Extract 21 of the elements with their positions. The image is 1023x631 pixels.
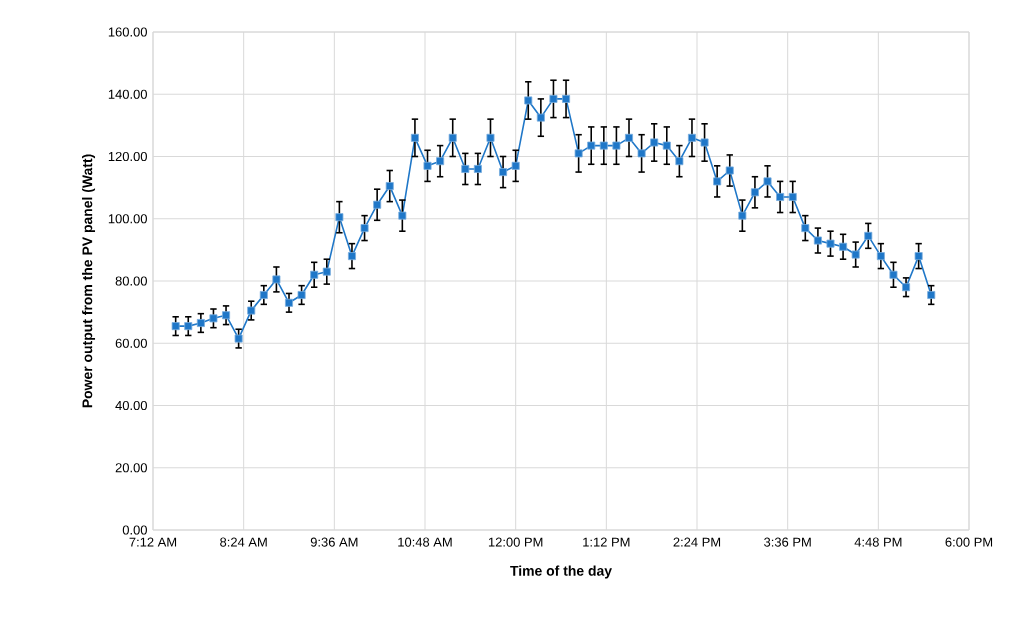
x-axis-title: Time of the day bbox=[510, 565, 612, 579]
x-tick-label: 4:48 PM bbox=[854, 537, 902, 547]
y-tick-label: 0.00 bbox=[122, 525, 147, 535]
y-tick-label: 120.00 bbox=[108, 151, 147, 162]
x-tick-label: 10:48 AM bbox=[398, 537, 452, 547]
y-tick-label: 40.00 bbox=[115, 400, 147, 411]
x-tick-label: 6:00 PM bbox=[945, 537, 993, 547]
x-tick-label: 9:36 AM bbox=[310, 537, 358, 547]
x-tick-label: 2:24 PM bbox=[673, 537, 721, 547]
x-tick-label: 3:36 PM bbox=[764, 537, 811, 547]
y-tick-label: 140.00 bbox=[108, 89, 147, 99]
x-tick-label: 1:12 PM bbox=[583, 537, 630, 547]
y-tick-label: 80.00 bbox=[115, 276, 147, 286]
y-tick-label: 60.00 bbox=[115, 338, 147, 348]
y-axis-title: Power output from the PV panel (Watt) bbox=[82, 154, 96, 408]
y-tick-label: 20.00 bbox=[115, 463, 147, 473]
x-tick-label: 7:12 AM bbox=[129, 537, 177, 547]
x-tick-label: 8:24 AM bbox=[220, 537, 267, 547]
x-tick-label: 12:00 PM bbox=[488, 537, 543, 547]
y-tick-label: 160.00 bbox=[108, 27, 147, 37]
y-tick-label: 100.00 bbox=[108, 214, 147, 224]
